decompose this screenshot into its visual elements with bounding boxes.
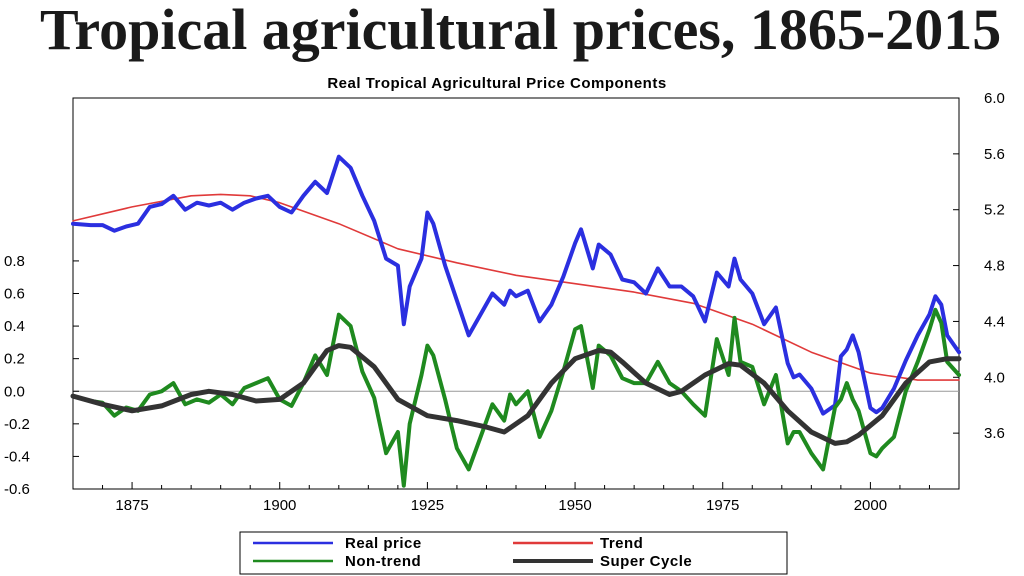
left-tick-label: -0.6 <box>4 481 30 498</box>
series-line-super <box>70 343 962 446</box>
left-axis: 0.8 0.6 0.4 0.2 0.0 -0.2 -0.4 -0.6 <box>4 253 79 498</box>
chart-title: Real Tropical Agricultural Price Compone… <box>327 75 666 92</box>
x-tick-label: 1875 <box>115 497 148 514</box>
x-tick-label: 1950 <box>558 497 591 514</box>
x-tick-label: 1925 <box>411 497 444 514</box>
right-tick-label: 5.6 <box>984 146 1005 163</box>
legend-label-super: Super Cycle <box>600 553 692 570</box>
series-line-real <box>71 154 961 416</box>
left-tick-label: -0.4 <box>4 448 30 465</box>
legend-label-real: Real price <box>345 535 422 552</box>
x-axis: 1875 1900 1925 1950 1975 2000 <box>102 482 930 514</box>
right-axis: 6.0 5.6 5.2 4.8 4.4 4.0 3.6 <box>953 90 1005 442</box>
left-tick-label: 0.4 <box>4 318 25 335</box>
legend-label-trend: Trend <box>600 535 643 552</box>
right-tick-label: 3.6 <box>984 425 1005 442</box>
legend: Real price Trend Non-trend Super Cycle <box>239 531 788 575</box>
x-tick-label: 1975 <box>706 497 739 514</box>
x-tick-label: 1900 <box>263 497 296 514</box>
right-tick-label: 6.0 <box>984 90 1005 107</box>
right-tick-label: 4.4 <box>984 313 1005 330</box>
series-line-trend <box>72 193 960 381</box>
right-tick-label: 4.8 <box>984 258 1005 275</box>
x-tick-label: 2000 <box>854 497 887 514</box>
left-tick-label: 0.8 <box>4 253 25 270</box>
series-lines <box>70 154 962 488</box>
legend-box <box>239 531 788 575</box>
right-tick-label: 4.0 <box>984 369 1005 386</box>
left-tick-label: -0.2 <box>4 416 30 433</box>
plot-frame <box>72 97 960 490</box>
right-tick-label: 5.2 <box>984 202 1005 219</box>
left-tick-label: 0.0 <box>4 383 25 400</box>
left-tick-label: 0.6 <box>4 286 25 303</box>
left-tick-label: 0.2 <box>4 351 25 368</box>
series-line-nontrend <box>71 307 961 488</box>
slide-title: Tropical agricultural prices, 1865-2015 <box>40 0 1002 62</box>
legend-label-nontrend: Non-trend <box>345 553 421 570</box>
